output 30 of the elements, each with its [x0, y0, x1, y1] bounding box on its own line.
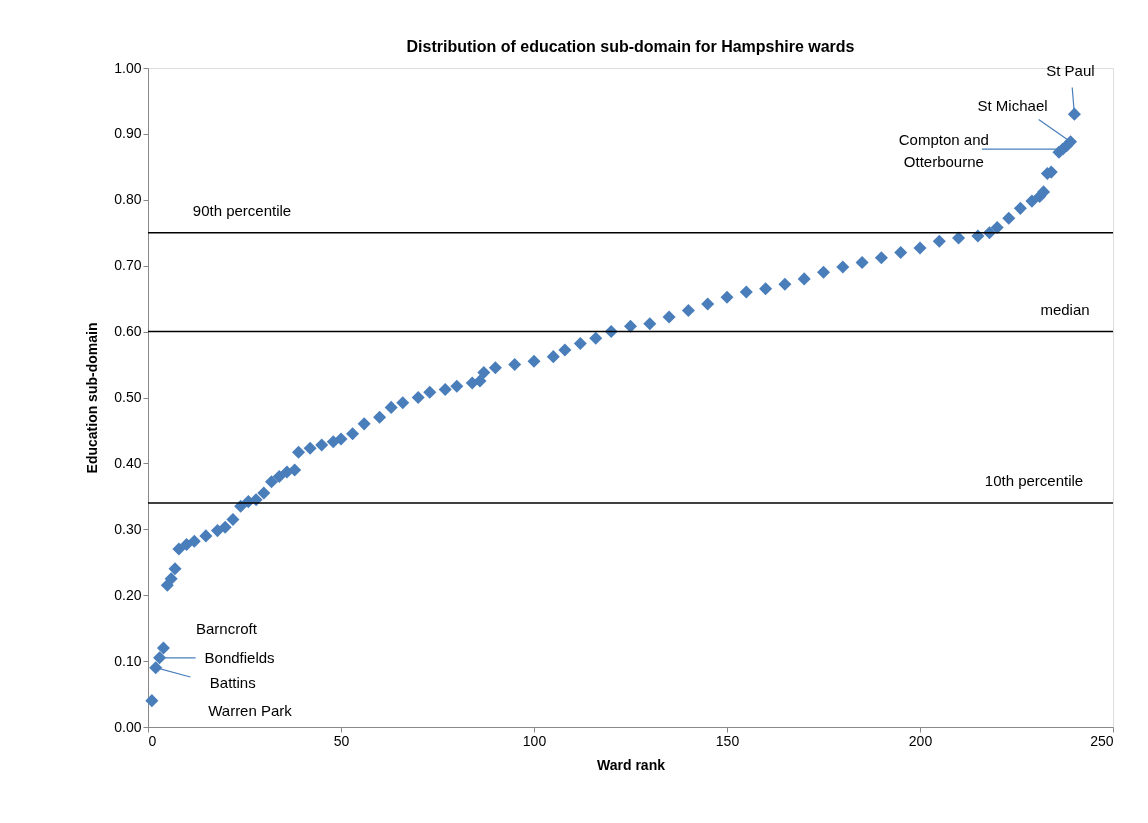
annotation: St Paul: [1046, 62, 1095, 80]
ref-line-label: 90th percentile: [192, 201, 292, 219]
y-tick-label: 0.50: [114, 389, 142, 405]
ref-line-label: 10th percentile: [984, 471, 1084, 489]
y-axis-title: Education sub-domain: [84, 322, 101, 474]
y-tick-label: 0.70: [114, 257, 142, 274]
y-tick-label: 0.80: [114, 191, 142, 208]
y-tick-label: 0.00: [114, 718, 142, 735]
x-tick-label: 150: [715, 732, 740, 749]
annotation: Battins: [209, 673, 256, 691]
annotation: Bondfields: [204, 648, 275, 666]
x-tick-label: 250: [1090, 732, 1114, 749]
x-tick-label: 200: [908, 732, 933, 749]
x-tick-label: 50: [333, 732, 350, 749]
chart-title: Distribution of education sub-domain for Hampshire wards: [406, 38, 855, 55]
y-tick-label: 0.60: [114, 323, 142, 340]
x-axis-title: Ward rank: [597, 756, 666, 773]
y-tick-label: 0.90: [114, 125, 142, 142]
y-tick-label: 0.40: [114, 454, 142, 471]
y-tick-label: 0.20: [114, 586, 142, 603]
annotation: St Michael: [977, 96, 1048, 114]
y-tick-label: 1.00: [114, 59, 142, 76]
y-tick-label: 0.10: [114, 652, 142, 669]
y-tick-label: 0.30: [114, 520, 142, 537]
ref-line-label: median: [1040, 300, 1090, 318]
annotation: Compton and Otterbourne: [898, 131, 989, 171]
annotation: Warren Park: [208, 702, 293, 719]
x-tick-label: 100: [522, 732, 547, 749]
x-tick-label: 0: [148, 732, 157, 749]
annotation: Barncroft: [196, 619, 258, 637]
